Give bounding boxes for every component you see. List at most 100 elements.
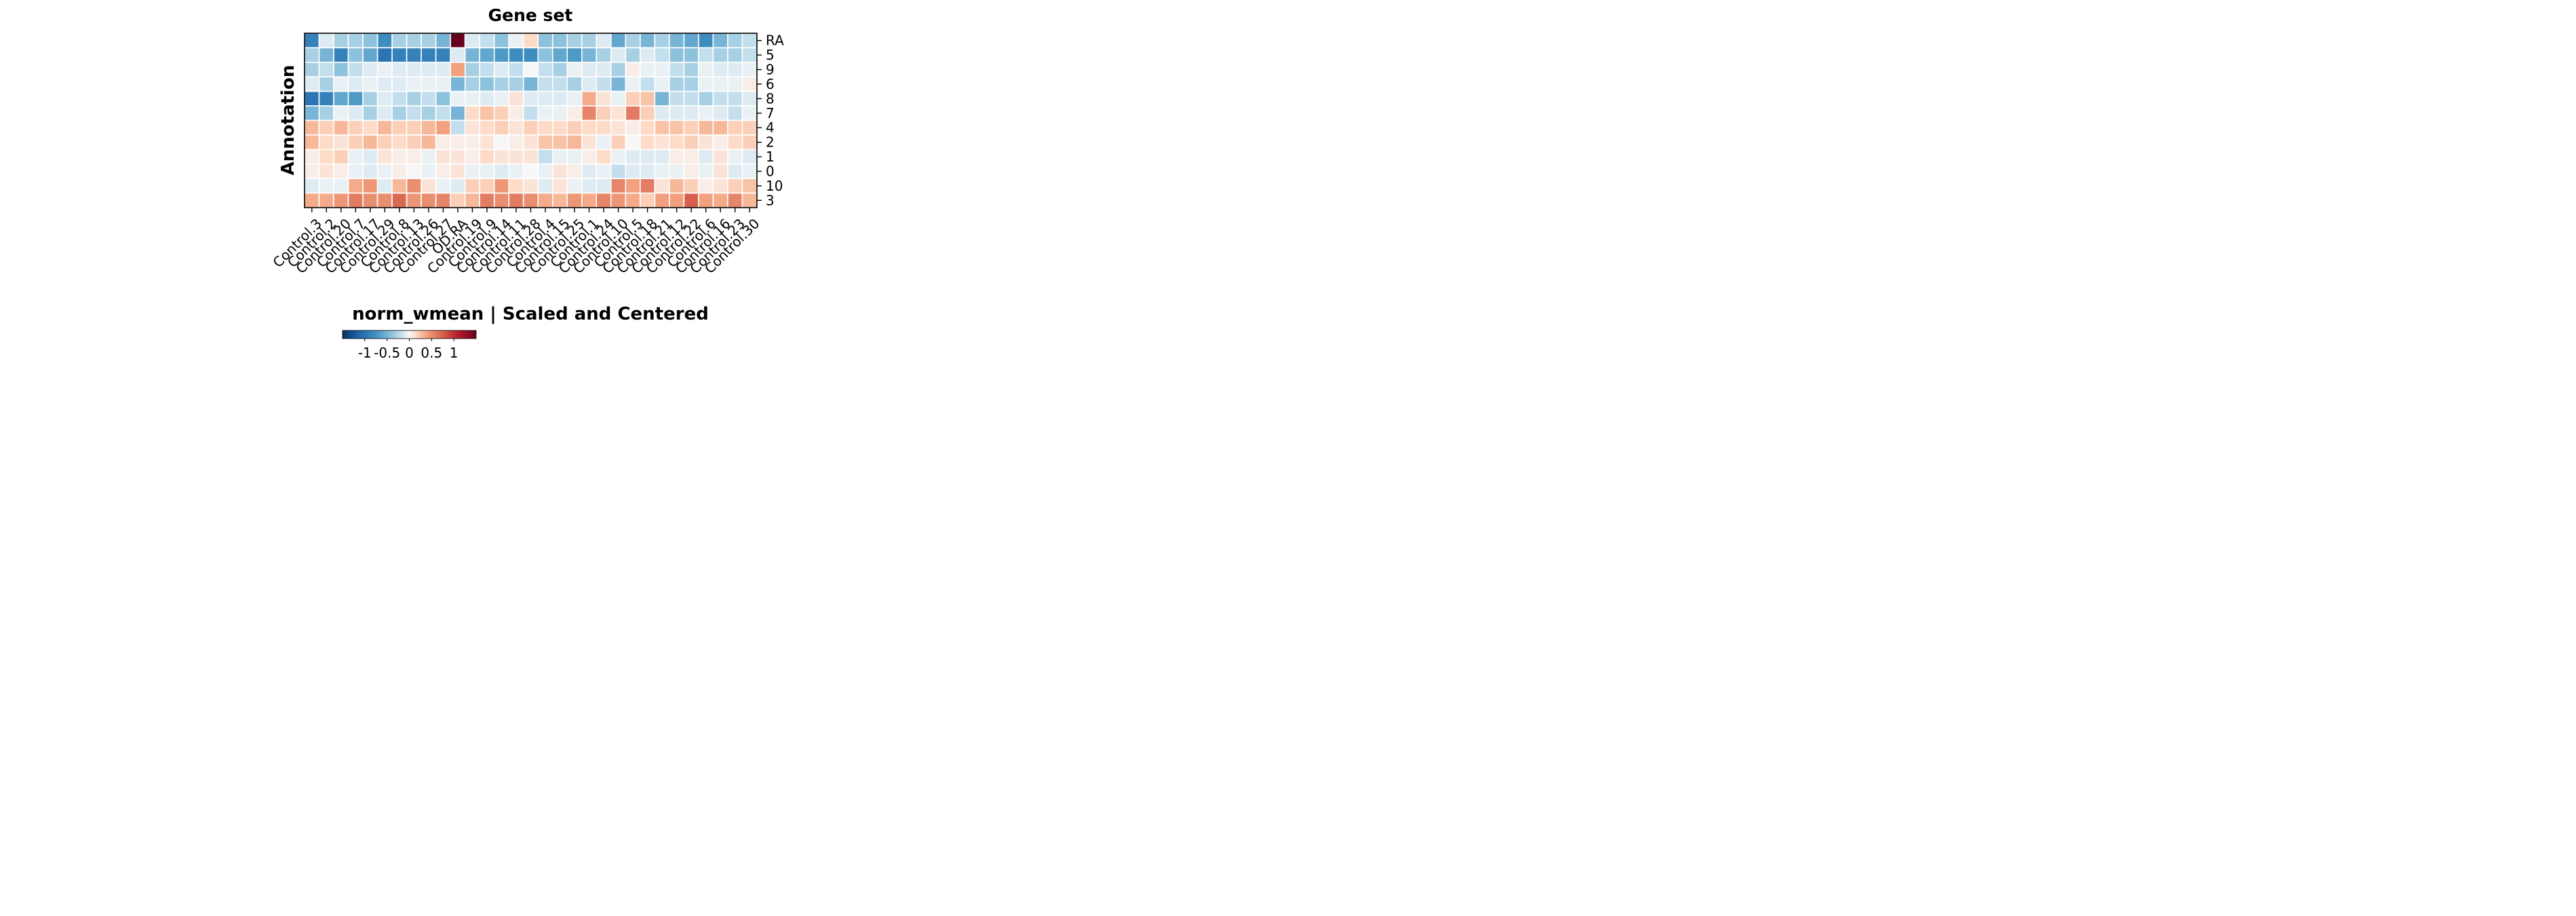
- heatmap-cell: [654, 134, 670, 151]
- heatmap-cell: [435, 192, 451, 208]
- heatmap-cell: [712, 178, 728, 194]
- heatmap-cell: [391, 62, 408, 78]
- heatmap-cell: [712, 62, 728, 78]
- heatmap-cell: [362, 163, 378, 179]
- heatmap-cell: [493, 90, 510, 107]
- heatmap-cell: [464, 76, 480, 92]
- heatmap-cell: [479, 33, 495, 49]
- heatmap-cell: [362, 62, 378, 78]
- heatmap-cell: [551, 178, 568, 194]
- colorbar-tick-label: -0.5: [374, 345, 400, 361]
- heatmap-cell: [551, 105, 568, 121]
- heatmap-cell: [508, 33, 524, 49]
- heatmap-cell: [566, 192, 583, 208]
- colorbar-ticks: -1 -0.5 0 0.5 1: [358, 339, 458, 361]
- heatmap-cell: [698, 76, 714, 92]
- heatmap-cell: [479, 62, 495, 78]
- heatmap-cell: [318, 134, 334, 151]
- heatmap-cell: [654, 105, 670, 121]
- heatmap-cell: [698, 163, 714, 179]
- heatmap-cell: [669, 119, 685, 136]
- heatmap-cell: [304, 62, 320, 78]
- y-tick-label: 1: [766, 149, 775, 165]
- heatmap-cell: [391, 149, 408, 165]
- heatmap-cell: [508, 47, 524, 63]
- heatmap-cell: [669, 62, 685, 78]
- heatmap-cell: [479, 192, 495, 208]
- heatmap-cell: [727, 76, 743, 92]
- heatmap-cell: [508, 76, 524, 92]
- heatmap-cell: [450, 119, 466, 136]
- heatmap-cell: [464, 134, 480, 151]
- heatmap-cell: [421, 178, 437, 194]
- heatmap-cell: [698, 33, 714, 49]
- y-tick-label: 9: [766, 62, 775, 78]
- heatmap-cell: [333, 47, 349, 63]
- heatmap-cell: [566, 62, 583, 78]
- heatmap-cell: [551, 76, 568, 92]
- heatmap-cell: [406, 76, 422, 92]
- heatmap-cell: [522, 47, 539, 63]
- heatmap-cell: [391, 192, 408, 208]
- heatmap-cell: [537, 119, 553, 136]
- heatmap-cell: [727, 134, 743, 151]
- heatmap-cell: [406, 192, 422, 208]
- heatmap-cell: [581, 192, 598, 208]
- heatmap-cell: [479, 105, 495, 121]
- heatmap-cell: [304, 33, 320, 49]
- heatmap-cell: [741, 33, 758, 49]
- colorbar: [342, 330, 477, 339]
- heatmap-cell: [625, 47, 641, 63]
- heatmap-cell: [479, 163, 495, 179]
- heatmap-cell: [669, 105, 685, 121]
- heatmap-cell: [741, 76, 758, 92]
- heatmap-cell: [654, 178, 670, 194]
- heatmap-cell: [640, 119, 656, 136]
- heatmap-cell: [304, 163, 320, 179]
- heatmap-cell: [551, 33, 568, 49]
- y-tick-label: 10: [766, 178, 783, 194]
- heatmap-cell: [508, 149, 524, 165]
- heatmap-cell: [450, 134, 466, 151]
- heatmap-cell: [435, 33, 451, 49]
- y-tick-label: 3: [766, 192, 775, 208]
- heatmap-cell: [522, 119, 539, 136]
- heatmap-cell: [347, 33, 364, 49]
- heatmap-cell: [727, 149, 743, 165]
- heatmap-cell: [304, 134, 320, 151]
- heatmap-cell: [421, 105, 437, 121]
- heatmap-cell: [537, 105, 553, 121]
- heatmap-cell: [669, 149, 685, 165]
- heatmap-cell: [464, 178, 480, 194]
- heatmap-cell: [362, 149, 378, 165]
- heatmap-cell: [333, 178, 349, 194]
- heatmap-cell: [304, 149, 320, 165]
- heatmap-cell: [450, 163, 466, 179]
- heatmap-cell: [479, 119, 495, 136]
- y-tick-label: 0: [766, 163, 775, 179]
- heatmap-cell: [421, 76, 437, 92]
- heatmap-cell: [566, 47, 583, 63]
- colorbar-tick-label: -1: [358, 345, 372, 361]
- heatmap-cell: [450, 192, 466, 208]
- heatmap-cell: [712, 76, 728, 92]
- heatmap-cell: [712, 90, 728, 107]
- y-tick-label: 7: [766, 105, 775, 121]
- heatmap-cell: [683, 33, 699, 49]
- heatmap-cell: [376, 90, 393, 107]
- heatmap-cell: [522, 105, 539, 121]
- heatmap-cell: [727, 119, 743, 136]
- heatmap-cell: [493, 47, 510, 63]
- heatmap-cell: [698, 178, 714, 194]
- heatmap-cell: [683, 178, 699, 194]
- heatmap-cell: [391, 47, 408, 63]
- heatmap-cell: [625, 90, 641, 107]
- y-tick-label: RA: [766, 33, 784, 49]
- heatmap-cell: [683, 76, 699, 92]
- heatmap-cell: [596, 105, 612, 121]
- heatmap-cell: [625, 163, 641, 179]
- heatmap-cell: [406, 90, 422, 107]
- heatmap-cell: [406, 134, 422, 151]
- heatmap-cell: [741, 163, 758, 179]
